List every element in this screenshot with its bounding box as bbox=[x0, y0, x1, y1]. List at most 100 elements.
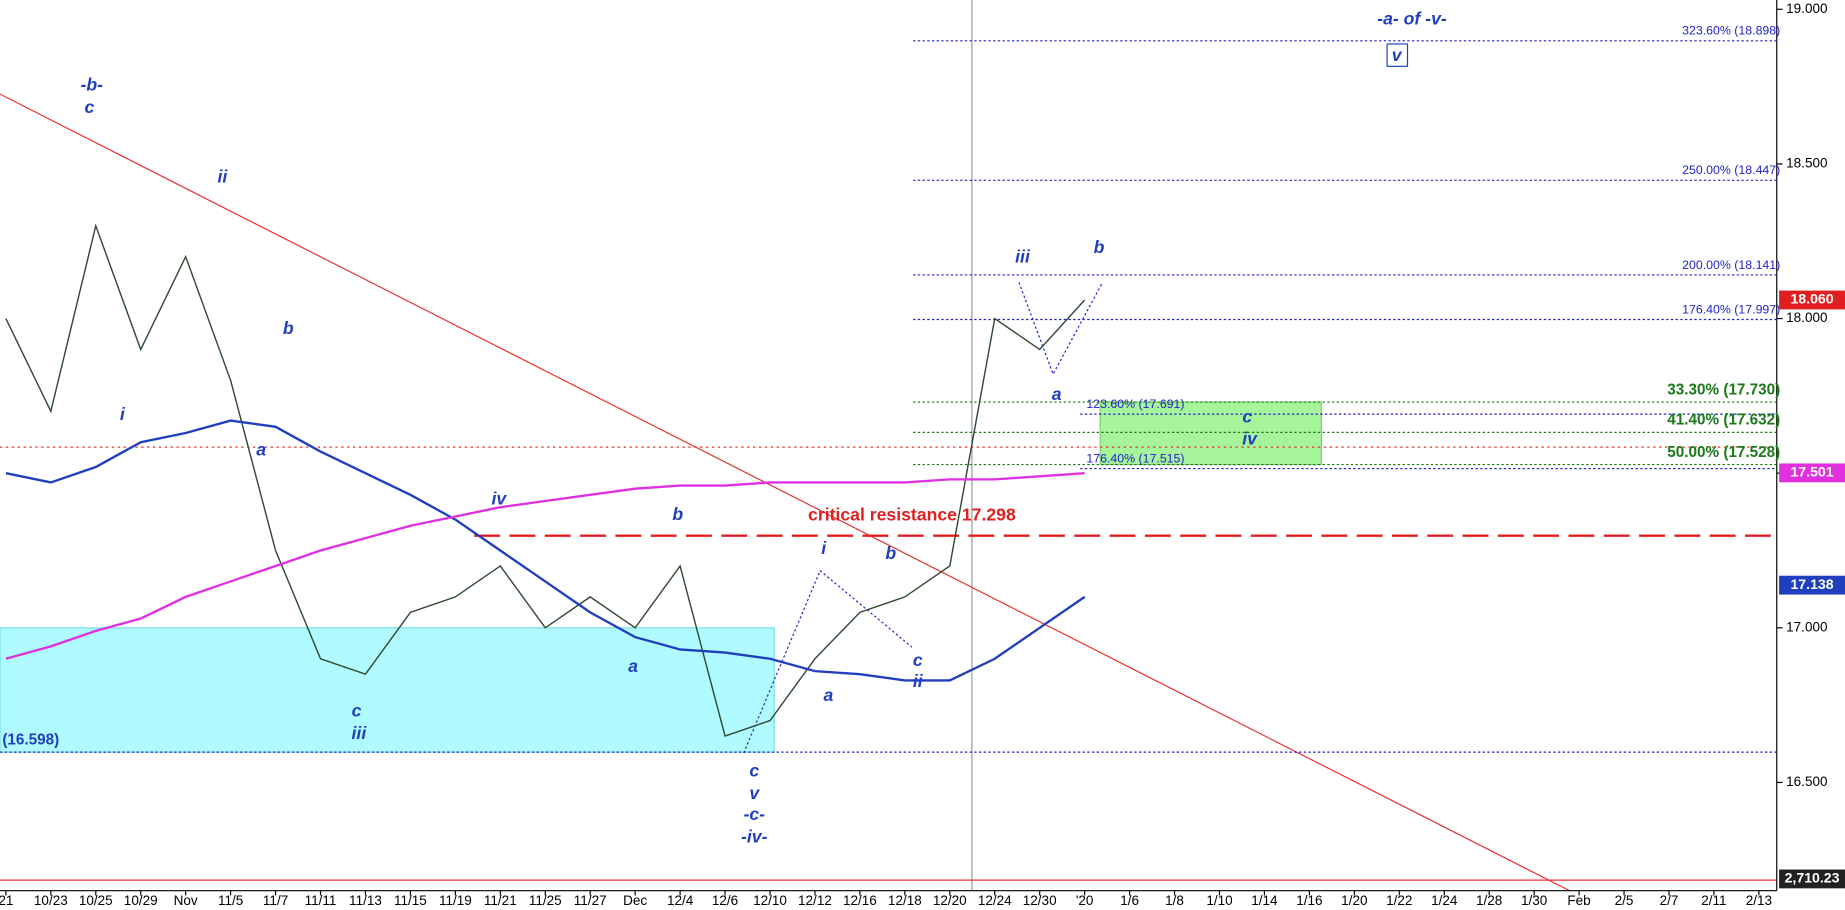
x-tick-label: 11/25 bbox=[529, 893, 562, 908]
price-tag bbox=[1779, 575, 1845, 595]
wave-label: a bbox=[1052, 384, 1062, 404]
fib-label: 200.00% (18.141) bbox=[1682, 258, 1780, 272]
trend-line bbox=[0, 93, 1570, 892]
fib-label: 123.60% (17.691) bbox=[1086, 397, 1184, 411]
wave-label: a bbox=[628, 656, 638, 676]
support-zone bbox=[0, 627, 775, 753]
series-line bbox=[5, 419, 1086, 682]
y-tick-label: 16.500 bbox=[1786, 774, 1827, 789]
x-tick-label: 1/8 bbox=[1165, 893, 1184, 908]
x-tick-label: 12/20 bbox=[933, 893, 967, 908]
wave-label: a bbox=[256, 439, 266, 459]
x-tick-label: Nov bbox=[174, 893, 198, 908]
x-tick-label: 10/29 bbox=[124, 893, 158, 908]
fib-label: 50.00% (17.528) bbox=[1667, 444, 1780, 461]
wave-label: c bbox=[85, 97, 95, 117]
x-tick-label: 11/15 bbox=[394, 893, 427, 908]
index-tag bbox=[1779, 869, 1845, 889]
wave-label: i bbox=[120, 404, 126, 424]
target-zone bbox=[1099, 401, 1322, 466]
price-tag-label: 17.138 bbox=[1790, 576, 1833, 592]
wave-label: -c- bbox=[743, 804, 765, 824]
x-tick-label: 12/24 bbox=[978, 893, 1012, 908]
fib-label: 176.40% (17.997) bbox=[1682, 302, 1780, 316]
x-tick-label: 12/10 bbox=[753, 893, 787, 908]
y-tick-label: 18.000 bbox=[1786, 310, 1827, 325]
x-tick-label: Feb bbox=[1567, 893, 1590, 908]
wave-label: ii bbox=[913, 671, 924, 691]
fib-label: 41.40% (17.632) bbox=[1667, 412, 1780, 429]
support-label: (16.598) bbox=[2, 731, 59, 748]
x-tick-label: 11/13 bbox=[349, 893, 382, 908]
x-tick-label: 1/24 bbox=[1431, 893, 1458, 908]
x-tick-label: 1/10 bbox=[1206, 893, 1232, 908]
wave-label: ii bbox=[217, 166, 228, 186]
x-tick-label: 11/27 bbox=[574, 893, 607, 908]
x-tick-label: 12/30 bbox=[1023, 893, 1057, 908]
x-tick-label: '20 bbox=[1076, 893, 1094, 908]
wave-label: b bbox=[283, 318, 294, 338]
price-tag bbox=[1779, 463, 1845, 483]
wave-label: -b- bbox=[81, 75, 104, 95]
x-tick-label: 12/18 bbox=[888, 893, 922, 908]
x-tick-label: 11/7 bbox=[263, 893, 288, 908]
fib-label: 323.60% (18.898) bbox=[1682, 24, 1780, 38]
x-tick-label: 12/12 bbox=[798, 893, 832, 908]
wave-label: -iv- bbox=[741, 826, 768, 846]
fib-label: 250.00% (18.447) bbox=[1682, 163, 1780, 177]
price-tag-label: 17.501 bbox=[1790, 464, 1833, 480]
x-tick-label: 1/28 bbox=[1476, 893, 1502, 908]
x-tick-label: 11/5 bbox=[218, 893, 243, 908]
y-tick-label: 18.500 bbox=[1786, 155, 1827, 170]
wave-label: b bbox=[1094, 237, 1105, 257]
x-tick-label: 2/7 bbox=[1660, 893, 1679, 908]
x-tick-label: 21 bbox=[0, 893, 13, 908]
wave-label: b bbox=[672, 504, 683, 524]
wave-label: i bbox=[821, 538, 827, 558]
x-tick-label: 11/21 bbox=[484, 893, 517, 908]
x-tick-label: 10/25 bbox=[79, 893, 113, 908]
wave-label: iii bbox=[352, 723, 368, 743]
wave-label: a bbox=[823, 685, 833, 705]
wave-label: v bbox=[1392, 45, 1403, 65]
x-tick-label: 1/30 bbox=[1521, 893, 1547, 908]
index-tag-label: 2,710.23 bbox=[1785, 870, 1840, 886]
x-tick-label: 11/19 bbox=[439, 893, 472, 908]
x-tick-label: 1/14 bbox=[1251, 893, 1278, 908]
x-tick-label: 10/23 bbox=[34, 893, 68, 908]
wave-label: iv bbox=[1242, 429, 1258, 449]
x-tick-label: 1/16 bbox=[1296, 893, 1322, 908]
x-tick-label: 12/6 bbox=[712, 893, 738, 908]
x-tick-label: 12/4 bbox=[667, 893, 694, 908]
wave-guide bbox=[743, 569, 913, 754]
x-tick-label: 1/6 bbox=[1120, 893, 1139, 908]
wave-label: c bbox=[1242, 406, 1252, 426]
x-tick-label: 11/11 bbox=[305, 893, 337, 908]
fib-label: 33.30% (17.730) bbox=[1667, 381, 1780, 398]
series-line bbox=[5, 472, 1085, 660]
wave-box bbox=[1386, 43, 1409, 67]
x-tick-label: 2/13 bbox=[1746, 893, 1772, 908]
wave-label: c bbox=[913, 650, 923, 670]
wave-label: v bbox=[749, 783, 760, 803]
x-tick-label: 1/22 bbox=[1386, 893, 1412, 908]
wave-label: iii bbox=[1015, 246, 1031, 266]
x-tick-label: Dec bbox=[623, 893, 647, 908]
series-line bbox=[5, 223, 1086, 737]
wave-label: iv bbox=[492, 489, 508, 509]
price-tag bbox=[1779, 290, 1845, 310]
x-tick-label: 2/5 bbox=[1615, 893, 1634, 908]
wave-label: c bbox=[749, 761, 759, 781]
x-tick-label: 2/11 bbox=[1701, 893, 1726, 908]
wave-label: c bbox=[352, 701, 362, 721]
wave-label: b bbox=[885, 543, 896, 563]
x-tick-label: 1/20 bbox=[1341, 893, 1367, 908]
y-tick-label: 17.000 bbox=[1786, 619, 1827, 634]
x-tick-label: 12/16 bbox=[843, 893, 877, 908]
price-tag-label: 18.060 bbox=[1790, 291, 1833, 307]
y-tick-label: 19.000 bbox=[1786, 1, 1827, 16]
fib-label: 176.40% (17.515) bbox=[1086, 451, 1184, 465]
resistance-label: critical resistance 17.298 bbox=[808, 504, 1016, 524]
